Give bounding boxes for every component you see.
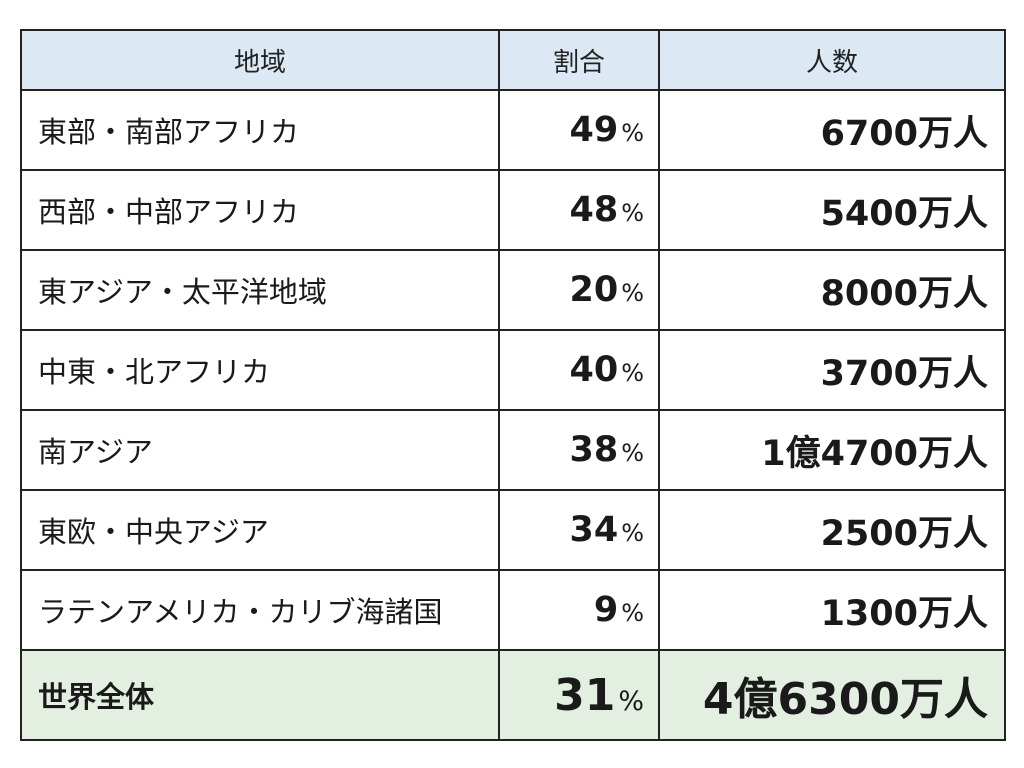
percentage-value: 40: [569, 350, 619, 390]
percentage-cell: 34%: [498, 489, 660, 571]
count-cell: 8000万人: [658, 249, 1006, 331]
percentage-cell: 38%: [498, 409, 660, 491]
header-percentage: 割合: [498, 29, 660, 91]
table-row: 南アジア 38% 1億4700万人: [20, 409, 1006, 491]
region-cell: 中東・北アフリカ: [20, 329, 500, 411]
region-cell: 西部・中部アフリカ: [20, 169, 500, 251]
percentage-cell: 40%: [498, 329, 660, 411]
header-region: 地域: [20, 29, 500, 91]
percent-unit: %: [621, 439, 644, 467]
percentage-value: 34: [569, 510, 619, 550]
count-cell: 3700万人: [658, 329, 1006, 411]
count-cell: 1300万人: [658, 569, 1006, 651]
percentage-value: 48: [569, 190, 619, 230]
region-cell: 東欧・中央アジア: [20, 489, 500, 571]
percent-unit: %: [621, 599, 644, 627]
percent-unit: %: [621, 199, 644, 227]
percentage-value: 38: [569, 430, 619, 470]
percent-unit: %: [621, 359, 644, 387]
table-row: 東欧・中央アジア 34% 2500万人: [20, 489, 1006, 571]
total-percentage-value: 31: [554, 669, 616, 721]
table-row: 西部・中部アフリカ 48% 5400万人: [20, 169, 1006, 251]
count-cell: 6700万人: [658, 89, 1006, 171]
percent-unit: %: [618, 685, 644, 717]
region-cell: 南アジア: [20, 409, 500, 491]
count-cell: 1億4700万人: [658, 409, 1006, 491]
percent-unit: %: [621, 119, 644, 147]
percentage-cell: 20%: [498, 249, 660, 331]
percent-unit: %: [621, 519, 644, 547]
table-header-row: 地域 割合 人数: [20, 29, 1006, 91]
percentage-cell: 49%: [498, 89, 660, 171]
region-cell: 東部・南部アフリカ: [20, 89, 500, 171]
percentage-value: 49: [569, 110, 619, 150]
percentage-value: 9: [593, 590, 619, 630]
total-percentage-cell: 31%: [498, 649, 660, 741]
count-cell: 5400万人: [658, 169, 1006, 251]
percentage-cell: 9%: [498, 569, 660, 651]
total-region-cell: 世界全体: [20, 649, 500, 741]
total-count-cell: 4億6300万人: [658, 649, 1006, 741]
table-row: 東部・南部アフリカ 49% 6700万人: [20, 89, 1006, 171]
region-cell: 東アジア・太平洋地域: [20, 249, 500, 331]
table-row: ラテンアメリカ・カリブ海諸国 9% 1300万人: [20, 569, 1006, 651]
region-data-table: 地域 割合 人数 東部・南部アフリカ 49% 6700万人 西部・中部アフリカ …: [20, 29, 1006, 741]
table-row: 東アジア・太平洋地域 20% 8000万人: [20, 249, 1006, 331]
percentage-cell: 48%: [498, 169, 660, 251]
percentage-value: 20: [569, 270, 619, 310]
count-cell: 2500万人: [658, 489, 1006, 571]
header-count: 人数: [658, 29, 1006, 91]
region-cell: ラテンアメリカ・カリブ海諸国: [20, 569, 500, 651]
percent-unit: %: [621, 279, 644, 307]
total-row: 世界全体 31% 4億6300万人: [20, 649, 1006, 741]
table-row: 中東・北アフリカ 40% 3700万人: [20, 329, 1006, 411]
